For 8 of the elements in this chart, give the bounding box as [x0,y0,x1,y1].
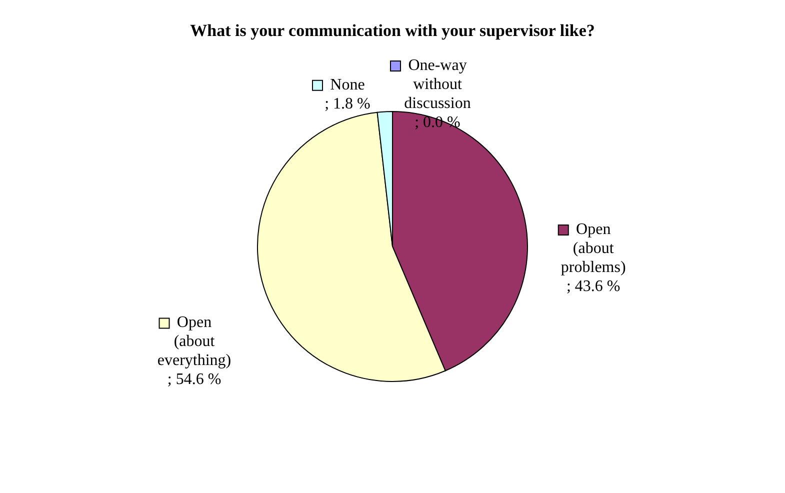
data-label: ; 43.6 % [566,278,620,296]
legend-label: One-way without discussion [404,57,471,112]
legend-label: Open (about everything) [157,314,232,370]
chart-title: What is your communication with your supervisor like? [190,21,595,40]
data-label: ; 1.8 % [324,95,370,112]
legend-label: None [330,76,365,94]
legend-label: Open (about problems) [560,221,626,276]
data-label: ; 54.6 % [167,371,222,388]
